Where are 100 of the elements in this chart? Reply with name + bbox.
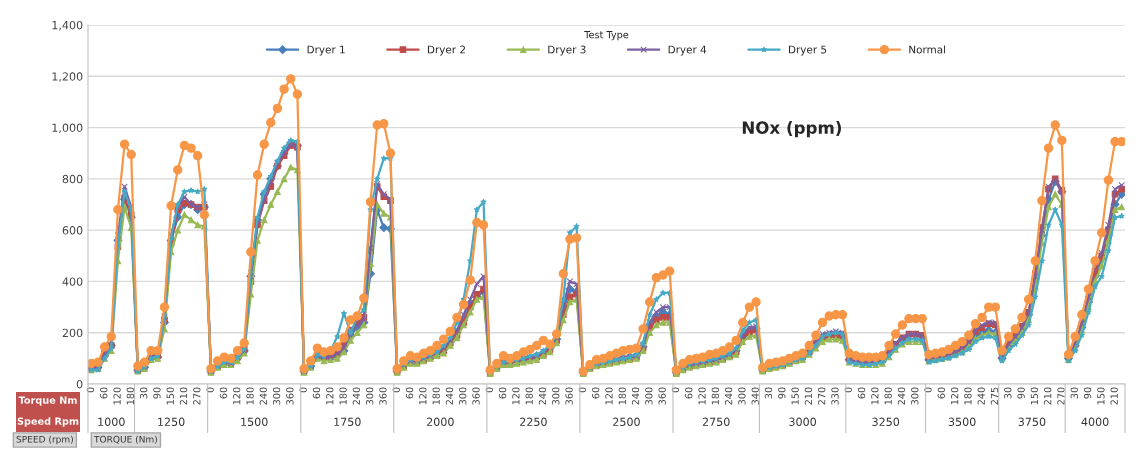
x-tick-label: 240 xyxy=(977,387,985,405)
legend-label: Dryer 3 xyxy=(548,45,586,56)
x-tick-label: 90 xyxy=(153,387,161,399)
x-tick-label: 120 xyxy=(233,387,241,405)
x-tick-label: 150 xyxy=(1030,387,1039,405)
y-tick-label: 1,000 xyxy=(52,123,83,134)
x-tick-label: 300 xyxy=(365,387,374,405)
legend-label: Dryer 2 xyxy=(427,45,465,56)
x-tick-label: 240 xyxy=(445,387,454,405)
x-tick-label: 360 xyxy=(286,387,294,405)
x-tick-label: 120 xyxy=(326,387,334,405)
x-tick-label: 360 xyxy=(379,387,387,405)
x-tick-label: 60 xyxy=(100,387,108,399)
x-tick-label: 0 xyxy=(844,387,852,393)
x-tick-label: 120 xyxy=(698,387,706,405)
x-tick-label: 240 xyxy=(352,387,361,405)
x-tick-label: 210 xyxy=(179,387,188,405)
x-tick-label: 60 xyxy=(937,387,946,399)
x-tick-label: 30 xyxy=(1004,387,1012,399)
x-tick-label: 210 xyxy=(1044,387,1052,405)
x-tick-label: 60 xyxy=(405,387,414,399)
text: 1500 xyxy=(241,417,268,426)
x-tick-label: 180 xyxy=(618,387,626,405)
x-tick-label: 150 xyxy=(791,387,799,405)
text: 3500 xyxy=(948,417,976,426)
x-tick-label: 90 xyxy=(1083,387,1092,399)
x-tick-label: 120 xyxy=(605,387,613,405)
legend-label: Dryer 5 xyxy=(788,45,827,56)
text: 2500 xyxy=(613,417,640,426)
x-tick-label: 90 xyxy=(778,387,786,399)
y-tick-label: 400 xyxy=(62,277,83,286)
x-tick-label: 330 xyxy=(831,387,839,405)
x-tick-label: 180 xyxy=(525,387,533,405)
x-tick-label: 0 xyxy=(392,387,400,393)
text: 2750 xyxy=(702,417,730,426)
y-tick-label: 600 xyxy=(62,226,83,235)
x-tick-label: 0 xyxy=(86,387,95,393)
x-tick-label: 300 xyxy=(911,387,919,405)
x-tick-label: 300 xyxy=(552,387,560,405)
legend-label: Dryer 1 xyxy=(307,45,345,56)
x-tick-label: 60 xyxy=(312,387,321,399)
x-tick-label: 150 xyxy=(166,387,174,405)
x-tick-label: 0 xyxy=(206,387,214,393)
text: SPEED (rpm) xyxy=(16,435,73,445)
x-tick-label: 180 xyxy=(711,387,719,405)
x-tick-label: 270 xyxy=(193,387,201,405)
x-tick-label: 210 xyxy=(1110,387,1118,405)
x-axis-title: Torque Nm xyxy=(18,396,77,406)
x-tick-label: 360 xyxy=(658,387,666,405)
x-tick-label: 30 xyxy=(139,387,148,399)
x-tick-label: 60 xyxy=(857,387,866,399)
x-tick-label: 270 xyxy=(1057,387,1065,405)
legend-label: Dryer 4 xyxy=(668,45,707,56)
x-tick-label: 360 xyxy=(472,387,480,405)
x-tick-label: 240 xyxy=(631,387,640,405)
y-tick-label: 800 xyxy=(62,174,83,184)
x-tick-label: 0 xyxy=(485,387,493,393)
x-tick-label: 120 xyxy=(950,387,959,405)
x-tick-label: 300 xyxy=(645,387,653,405)
text: 2000 xyxy=(426,417,454,426)
legend-title: Test Type xyxy=(584,31,629,41)
x-tick-label: 180 xyxy=(964,387,972,405)
x-tick-label: 120 xyxy=(512,387,520,405)
x-tick-label: 180 xyxy=(884,387,892,405)
text: 2250 xyxy=(520,417,547,426)
x-tick-label: 180 xyxy=(246,387,254,405)
x-tick-label: 240 xyxy=(897,387,906,405)
x-tick-label: 275 xyxy=(990,387,999,405)
text: 3250 xyxy=(872,417,900,426)
x-tick-label: 180 xyxy=(339,387,347,405)
text: 1250 xyxy=(158,417,185,426)
x-tick-label: 0 xyxy=(299,387,307,393)
x-tick-label: 300 xyxy=(738,387,746,405)
x-tick-label: 300 xyxy=(272,387,281,405)
y-tick-label: 1,200 xyxy=(52,72,83,82)
x-tick-label: 60 xyxy=(592,387,600,399)
x-tick-label: 340 xyxy=(751,387,759,405)
x-tick-label: 30 xyxy=(764,387,773,399)
x-tick-label: 240 xyxy=(538,387,547,405)
x-tick-label: 60 xyxy=(498,387,507,399)
text: 3750 xyxy=(1018,417,1046,426)
legend-label: Normal xyxy=(909,45,946,54)
x-tick-label: 0 xyxy=(671,387,680,393)
x-tick-label: 0 xyxy=(578,387,587,393)
x-tick-label: 180 xyxy=(126,387,135,405)
x-tick-label: 60 xyxy=(685,387,693,399)
x-tick-label: 120 xyxy=(113,387,121,405)
x-tick-label: 300 xyxy=(459,387,467,405)
x-tick-label: 120 xyxy=(419,387,427,405)
text: 1000 xyxy=(98,417,125,426)
x-tick-label: 150 xyxy=(1097,387,1105,405)
x-tick-label: 90 xyxy=(1017,387,1025,399)
text: TORQUE (Nm) xyxy=(93,435,157,444)
x-tick-label: 60 xyxy=(219,387,228,399)
x-tick-label: 180 xyxy=(432,387,440,405)
y-tick-label: 200 xyxy=(62,328,83,338)
y-tick-label: 1,400 xyxy=(52,20,83,31)
text: Speed Rpm xyxy=(17,417,79,427)
x-tick-label: 240 xyxy=(724,387,733,405)
x-tick-label: 360 xyxy=(565,387,573,405)
